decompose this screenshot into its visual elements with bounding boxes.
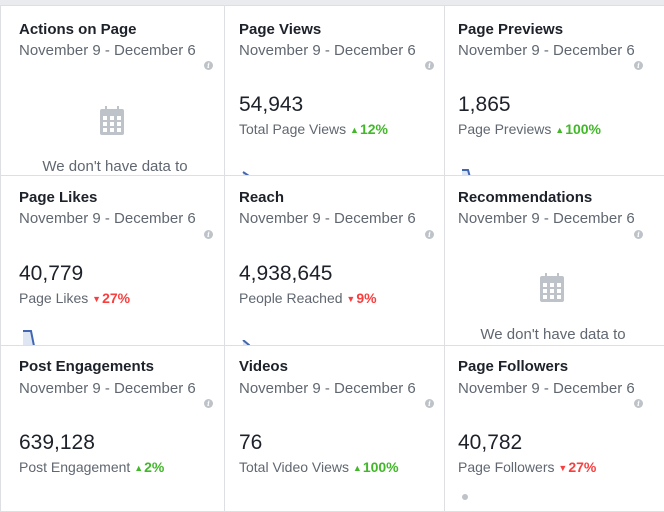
metric-label-line: Page Previews ▲100% — [458, 121, 601, 137]
calendar-icon — [540, 273, 564, 302]
card-date-range: November 9 - December 6 — [458, 380, 635, 397]
info-icon[interactable]: i — [204, 399, 213, 408]
card-date-range: November 9 - December 6 — [458, 42, 635, 59]
metric-label-line: Page Followers ▼27% — [458, 459, 596, 475]
metric-label-line: Total Video Views ▲100% — [239, 459, 399, 475]
metric-label-line: Page Likes ▼27% — [19, 290, 130, 306]
up-arrow-icon: ▲ — [555, 125, 565, 135]
metric-delta: ▼27% — [92, 290, 130, 306]
sparkline-area — [462, 170, 470, 175]
card-page-followers[interactable]: Page Followers November 9 - December 6 i… — [444, 342, 664, 512]
metric-value: 639,128 — [19, 431, 95, 454]
card-reach[interactable]: Reach November 9 - December 6 i 4,938,64… — [224, 174, 445, 346]
card-title: Reach — [239, 189, 285, 206]
card-title: Recommendations — [458, 189, 593, 206]
metric-label: Page Likes — [19, 290, 89, 306]
card-title: Actions on Page — [19, 21, 137, 38]
metric-label-line: Total Page Views ▲12% — [239, 121, 388, 137]
card-date-range: November 9 - December 6 — [239, 210, 416, 227]
up-arrow-icon: ▲ — [134, 463, 144, 473]
metric-delta: ▼27% — [558, 459, 596, 475]
sparkline-area — [243, 340, 249, 345]
metric-delta: ▲100% — [555, 121, 601, 137]
chart-dot-icon — [462, 494, 468, 500]
card-title: Post Engagements — [19, 358, 155, 375]
sparkline-chart — [23, 330, 35, 345]
card-actions-on-page[interactable]: Actions on Page November 9 - December 6 … — [0, 5, 225, 176]
metric-label: Post Engagement — [19, 459, 131, 475]
metric-delta: ▼9% — [346, 290, 376, 306]
card-title: Page Followers — [458, 358, 569, 375]
metric-label: Total Video Views — [239, 459, 349, 475]
card-page-likes[interactable]: Page Likes November 9 - December 6 i 40,… — [0, 174, 225, 346]
metric-label-line: People Reached ▼9% — [239, 290, 377, 306]
info-icon[interactable]: i — [634, 230, 643, 239]
card-page-previews[interactable]: Page Previews November 9 - December 6 i … — [444, 5, 664, 176]
card-videos[interactable]: Videos November 9 - December 6 i 76 Tota… — [224, 342, 445, 512]
card-date-range: November 9 - December 6 — [19, 210, 196, 227]
sparkline-line — [462, 169, 471, 175]
metric-value: 40,782 — [458, 431, 523, 454]
card-title: Page Likes — [19, 189, 98, 206]
sparkline-chart — [242, 171, 250, 175]
empty-state-text: We don't have data to — [42, 158, 188, 175]
card-date-range: November 9 - December 6 — [19, 42, 196, 59]
metric-label: People Reached — [239, 290, 343, 306]
metric-delta: ▲12% — [350, 121, 388, 137]
sparkline-line — [242, 171, 250, 175]
delta-value: 27% — [568, 459, 597, 475]
delta-value: 100% — [362, 459, 399, 475]
card-page-views[interactable]: Page Views November 9 - December 6 i 54,… — [224, 5, 445, 176]
delta-value: 27% — [102, 290, 131, 306]
metric-value: 1,865 — [458, 93, 511, 116]
up-arrow-icon: ▲ — [352, 463, 362, 473]
down-arrow-icon: ▼ — [346, 294, 356, 304]
metric-label: Page Previews — [458, 121, 552, 137]
card-title: Page Previews — [458, 21, 564, 38]
delta-value: 2% — [144, 459, 165, 475]
delta-value: 12% — [359, 121, 388, 137]
delta-value: 100% — [565, 121, 602, 137]
info-icon[interactable]: i — [425, 230, 434, 239]
metric-delta: ▲2% — [134, 459, 164, 475]
empty-state-text: We don't have data to — [480, 326, 626, 343]
sparkline-chart — [462, 169, 471, 175]
card-date-range: November 9 - December 6 — [19, 380, 196, 397]
card-post-engagements[interactable]: Post Engagements November 9 - December 6… — [0, 342, 225, 512]
metric-value: 54,943 — [239, 93, 304, 116]
metric-value: 76 — [239, 431, 263, 454]
down-arrow-icon: ▼ — [558, 463, 568, 473]
metric-label-line: Post Engagement ▲2% — [19, 459, 164, 475]
card-date-range: November 9 - December 6 — [239, 42, 416, 59]
card-date-range: November 9 - December 6 — [458, 210, 635, 227]
delta-value: 9% — [356, 290, 377, 306]
info-icon[interactable]: i — [204, 61, 213, 70]
info-icon[interactable]: i — [204, 230, 213, 239]
metric-value: 40,779 — [19, 262, 84, 285]
info-icon[interactable]: i — [425, 399, 434, 408]
sparkline-chart — [242, 340, 251, 345]
calendar-icon — [100, 106, 124, 135]
metric-delta: ▲100% — [353, 459, 399, 475]
sparkline-area — [23, 331, 34, 345]
up-arrow-icon: ▲ — [350, 125, 359, 135]
info-icon[interactable]: i — [425, 61, 434, 70]
card-date-range: November 9 - December 6 — [239, 380, 416, 397]
metric-label: Total Page Views — [239, 121, 347, 137]
card-recommendations[interactable]: Recommendations November 9 - December 6 … — [444, 174, 664, 346]
info-icon[interactable]: i — [634, 399, 643, 408]
down-arrow-icon: ▼ — [92, 294, 102, 304]
info-icon[interactable]: i — [634, 61, 643, 70]
metric-value: 4,938,645 — [239, 262, 333, 285]
metric-label: Page Followers — [458, 459, 555, 475]
sparkline-line — [23, 330, 35, 345]
card-title: Page Views — [239, 21, 322, 38]
card-title: Videos — [239, 358, 288, 375]
sparkline-line — [242, 340, 251, 345]
sparkline-area — [243, 172, 248, 175]
